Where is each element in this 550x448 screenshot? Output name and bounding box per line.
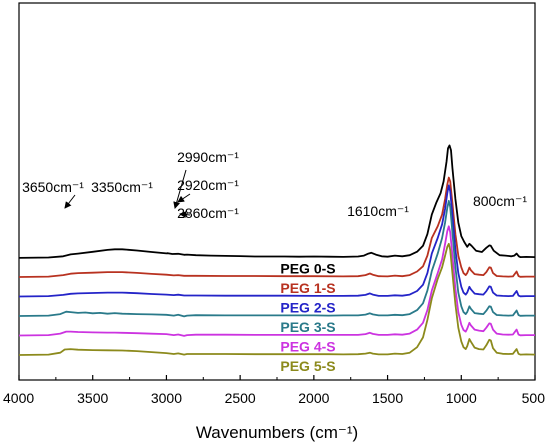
annotation-arrow-3 xyxy=(177,193,191,203)
x-tick-label-0: 4000 xyxy=(3,390,34,406)
annotation-label-4: 2860cm⁻¹ xyxy=(177,205,239,221)
series-label-5: PEG 5-S xyxy=(280,358,335,374)
series-label-4: PEG 4-S xyxy=(280,339,335,355)
annotation-label-3: 2920cm⁻¹ xyxy=(177,177,239,193)
annotation-label-2: 2990cm⁻¹ xyxy=(177,149,239,165)
x-tick-label-2: 3000 xyxy=(151,390,182,406)
x-tick-label-4: 2000 xyxy=(298,390,329,406)
annotation-arrow-0 xyxy=(64,194,76,209)
series-label-3: PEG 3-S xyxy=(280,319,335,335)
series-line-0 xyxy=(18,144,536,259)
series-layer xyxy=(18,144,536,356)
x-tick-label-6: 1000 xyxy=(446,390,477,406)
x-tick-label-1: 3500 xyxy=(77,390,108,406)
annotation-label-0: 3650cm⁻¹ xyxy=(22,179,84,195)
x-axis-ticks: 4000 3500 3000 2500 2000 1500 1000 500 xyxy=(3,375,545,406)
x-tick-label-7: 500 xyxy=(522,390,546,406)
series-label-1: PEG 1-S xyxy=(280,280,335,296)
annotation-label-5: 1610cm⁻¹ xyxy=(347,203,409,219)
series-line-5 xyxy=(18,242,536,356)
series-line-3 xyxy=(18,200,535,318)
x-tick-label-5: 1500 xyxy=(372,390,403,406)
series-line-4 xyxy=(18,225,535,337)
annotation-label-1: 3350cm⁻¹ xyxy=(91,179,153,195)
series-line-2 xyxy=(18,184,535,298)
series-label-layer: PEG 0-S PEG 1-S PEG 2-S PEG 3-S PEG 4-S PEG 5… xyxy=(280,261,335,375)
annotation-label-6: 800cm⁻¹ xyxy=(473,193,527,209)
series-line-1 xyxy=(18,176,535,278)
x-tick-label-3: 2500 xyxy=(225,390,256,406)
series-label-0: PEG 0-S xyxy=(280,261,335,277)
annotation-layer: 3650cm⁻¹ 3350cm⁻¹ 2990cm⁻¹ 2920cm⁻¹ 2860cm⁻¹… xyxy=(22,149,527,221)
annotation-arrow-4 xyxy=(179,211,191,219)
annotation-arrow-2 xyxy=(173,169,187,209)
x-axis-label: Wavenumbers (cm⁻¹) xyxy=(196,423,358,442)
series-label-2: PEG 2-S xyxy=(280,300,335,316)
